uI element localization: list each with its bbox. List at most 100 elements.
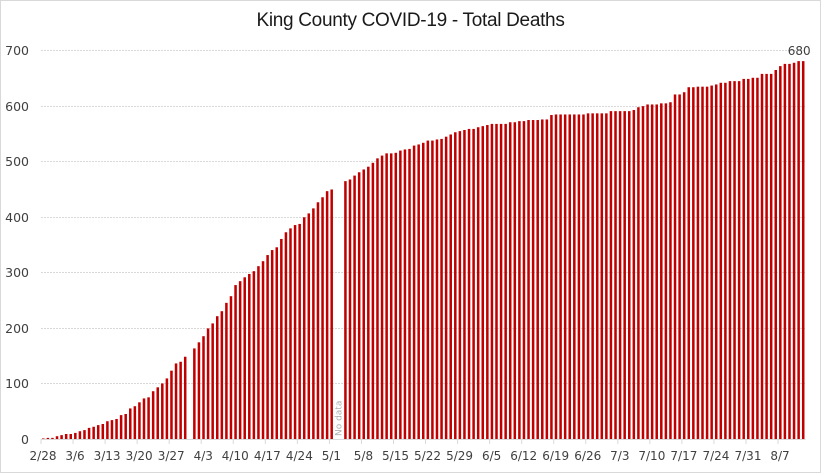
bar xyxy=(408,148,411,440)
bar xyxy=(243,277,246,439)
bar xyxy=(348,179,352,440)
bar xyxy=(215,316,219,439)
bar xyxy=(586,113,590,439)
bar xyxy=(783,63,787,439)
bar xyxy=(74,432,77,439)
bar xyxy=(682,92,686,439)
bar xyxy=(293,225,297,439)
y-tick-label: 300 xyxy=(5,265,29,280)
bar xyxy=(124,413,127,439)
bar xyxy=(211,323,214,439)
bar xyxy=(206,328,210,439)
bar xyxy=(78,431,82,439)
bar xyxy=(463,130,466,439)
x-tick-label: 5/8 xyxy=(354,449,373,463)
bar xyxy=(161,383,164,439)
x-tick-label: 6/5 xyxy=(482,449,501,463)
bar xyxy=(769,73,773,440)
x-tick-label: 7/24 xyxy=(702,449,729,463)
bar xyxy=(385,153,388,440)
bar xyxy=(229,296,233,439)
bar xyxy=(270,250,274,439)
bar xyxy=(60,435,63,439)
bar xyxy=(472,128,475,439)
y-tick-label: 600 xyxy=(5,99,29,114)
bar xyxy=(51,437,54,439)
bar xyxy=(238,281,242,439)
bar xyxy=(399,150,402,439)
bar xyxy=(426,140,430,439)
data-label-last-value: 680 xyxy=(788,44,811,58)
bar xyxy=(582,114,585,440)
bar xyxy=(678,94,681,440)
bar xyxy=(380,155,384,439)
bar xyxy=(454,132,457,439)
bar xyxy=(151,391,155,439)
bar xyxy=(115,418,118,439)
x-tick-label: 7/17 xyxy=(670,449,697,463)
bar xyxy=(673,94,677,440)
bar xyxy=(417,144,420,439)
bar xyxy=(692,87,695,439)
bar xyxy=(577,114,581,440)
x-tick-label: 7/3 xyxy=(610,449,629,463)
bar xyxy=(449,134,452,439)
bar xyxy=(197,342,201,439)
bar xyxy=(554,114,558,440)
bar xyxy=(541,119,544,440)
bar xyxy=(504,123,507,439)
bar xyxy=(275,247,279,439)
bar xyxy=(106,421,109,439)
bar xyxy=(133,406,137,439)
bar xyxy=(563,114,567,440)
x-tick-label: 7/10 xyxy=(638,449,665,463)
bar xyxy=(435,139,439,439)
bar xyxy=(531,120,535,440)
bar xyxy=(403,149,407,439)
bar xyxy=(747,78,750,440)
bar xyxy=(362,169,365,440)
bar xyxy=(129,408,132,439)
bar xyxy=(284,232,288,439)
bar xyxy=(110,420,114,439)
bar xyxy=(719,82,723,439)
y-tick-label: 500 xyxy=(5,154,29,169)
bar xyxy=(714,84,718,439)
bar xyxy=(664,103,668,439)
bar xyxy=(600,113,604,439)
bar xyxy=(710,85,713,439)
bar xyxy=(614,111,617,439)
bar xyxy=(444,136,448,439)
bar xyxy=(344,181,347,439)
x-tick-label: 6/12 xyxy=(510,449,537,463)
bar xyxy=(55,436,59,439)
bar xyxy=(760,73,764,440)
bar xyxy=(495,123,498,439)
bar xyxy=(591,113,594,439)
bar xyxy=(307,213,311,439)
bar xyxy=(234,285,237,439)
bar xyxy=(302,217,306,439)
bar xyxy=(142,398,146,439)
bar xyxy=(165,378,169,439)
bar xyxy=(609,111,613,439)
bar xyxy=(605,113,608,439)
bar xyxy=(64,434,68,439)
bar xyxy=(312,208,315,439)
bar xyxy=(440,138,443,439)
bar xyxy=(248,273,251,439)
bar xyxy=(623,111,626,439)
chart-title: King County COVID-19 - Total Deaths xyxy=(256,10,565,31)
bar xyxy=(792,62,796,439)
bar xyxy=(280,238,283,439)
bar xyxy=(101,424,105,439)
bar xyxy=(797,61,800,440)
bar xyxy=(774,70,778,439)
bar xyxy=(737,81,741,440)
bar xyxy=(545,119,549,440)
bar xyxy=(499,123,503,439)
bar xyxy=(353,175,356,439)
x-tick-label: 6/26 xyxy=(574,449,601,463)
bar xyxy=(646,104,649,440)
bar xyxy=(728,81,732,440)
